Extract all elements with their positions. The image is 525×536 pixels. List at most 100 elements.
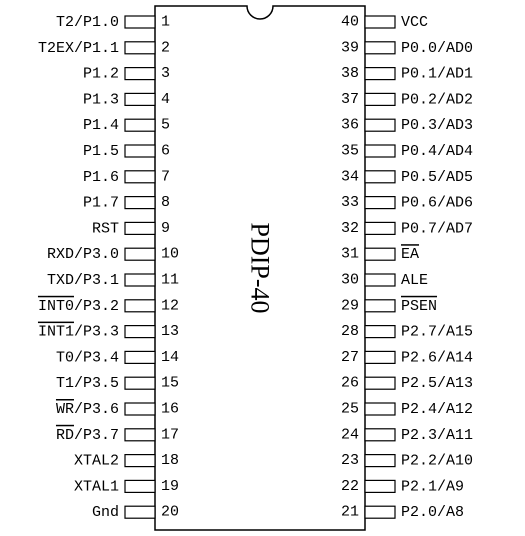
pin-37-number: 37	[341, 91, 359, 108]
pin-33-stub	[365, 197, 395, 209]
pin-31-number: 31	[341, 246, 359, 263]
pin-21-stub	[365, 506, 395, 518]
pin-28-number: 28	[341, 323, 359, 340]
pin-2-number: 2	[161, 39, 170, 56]
pin-2-stub	[125, 42, 155, 54]
pin-8-label: P1.7	[83, 194, 119, 211]
pin-22-label: P2.1/A9	[401, 478, 464, 495]
pin-39-number: 39	[341, 39, 359, 56]
pin-20-number: 20	[161, 504, 179, 521]
pin-32-number: 32	[341, 220, 359, 237]
pin-14-number: 14	[161, 349, 179, 366]
pin-8-number: 8	[161, 194, 170, 211]
pin-16-number: 16	[161, 401, 179, 418]
pin-17-number: 17	[161, 426, 179, 443]
pin-33-number: 33	[341, 194, 359, 211]
pin-12-stub	[125, 300, 155, 312]
pin-10-label: RXD/P3.0	[47, 246, 119, 263]
pin-19-number: 19	[161, 478, 179, 495]
pin-25-number: 25	[341, 401, 359, 418]
pin-38-number: 38	[341, 65, 359, 82]
pin-7-number: 7	[161, 168, 170, 185]
pin-11-stub	[125, 274, 155, 286]
pin-5-label: P1.4	[83, 117, 119, 134]
pin-17-stub	[125, 429, 155, 441]
pin-6-label: P1.5	[83, 143, 119, 160]
pin-6-stub	[125, 145, 155, 157]
pin-25-stub	[365, 403, 395, 415]
pin-15-label: T1/P3.5	[56, 375, 119, 392]
pin-9-stub	[125, 222, 155, 234]
pin-11-label: TXD/P3.1	[47, 272, 119, 289]
pin-29-number: 29	[341, 297, 359, 314]
pin-3-label: P1.2	[83, 65, 119, 82]
pin-27-stub	[365, 351, 395, 363]
pin-32-label: P0.7/AD7	[401, 220, 473, 237]
pin-23-stub	[365, 455, 395, 467]
pin-14-label: T0/P3.4	[56, 349, 119, 366]
pin-22-number: 22	[341, 478, 359, 495]
pin-1-stub	[125, 16, 155, 28]
pin-2-label: T2EX/P1.1	[38, 39, 119, 56]
pin-36-number: 36	[341, 117, 359, 134]
pin-16-stub	[125, 403, 155, 415]
pin-7-stub	[125, 171, 155, 183]
pin-18-number: 18	[161, 452, 179, 469]
pin-9-label: RST	[92, 220, 119, 237]
pin-26-stub	[365, 377, 395, 389]
pin-40-label: VCC	[401, 14, 428, 31]
pin-14-stub	[125, 351, 155, 363]
pin-18-stub	[125, 455, 155, 467]
pin-10-number: 10	[161, 246, 179, 263]
pin-13-label: INT1/P3.3	[38, 323, 119, 340]
pin-29-label: PSEN	[401, 297, 437, 314]
pin-1-number: 1	[161, 14, 170, 31]
pin-8-stub	[125, 197, 155, 209]
pin-24-number: 24	[341, 426, 359, 443]
pin-34-label: P0.5/AD5	[401, 168, 473, 185]
pin-17-label: RD/P3.7	[56, 426, 119, 443]
pin-36-label: P0.3/AD3	[401, 117, 473, 134]
pin-1-label: T2/P1.0	[56, 14, 119, 31]
pin-24-label: P2.3/A11	[401, 426, 473, 443]
pin-30-stub	[365, 274, 395, 286]
pin-39-label: P0.0/AD0	[401, 39, 473, 56]
pin-35-stub	[365, 145, 395, 157]
pin-37-label: P0.2/AD2	[401, 91, 473, 108]
pin-21-number: 21	[341, 504, 359, 521]
pin-12-number: 12	[161, 297, 179, 314]
pin-3-number: 3	[161, 65, 170, 82]
pin-4-number: 4	[161, 91, 170, 108]
pin-13-stub	[125, 326, 155, 338]
pin-4-stub	[125, 93, 155, 105]
chip-package-label: PDIP-40	[246, 222, 275, 313]
pin-27-number: 27	[341, 349, 359, 366]
pin-28-label: P2.7/A15	[401, 323, 473, 340]
pin-3-stub	[125, 68, 155, 80]
pin-5-number: 5	[161, 117, 170, 134]
pin-20-stub	[125, 506, 155, 518]
pdip40-pinout-diagram: PDIP-401T2/P1.02T2EX/P1.13P1.24P1.35P1.4…	[0, 0, 525, 536]
pin-12-label: INT0/P3.2	[38, 297, 119, 314]
pin-40-stub	[365, 16, 395, 28]
pin-31-label: EA	[401, 246, 419, 263]
pin-21-label: P2.0/A8	[401, 504, 464, 521]
pin-38-stub	[365, 68, 395, 80]
pin-23-number: 23	[341, 452, 359, 469]
pin-34-number: 34	[341, 168, 359, 185]
pin-23-label: P2.2/A10	[401, 452, 473, 469]
pin-7-label: P1.6	[83, 168, 119, 185]
pin-19-label: XTAL1	[74, 478, 119, 495]
pin-30-label: ALE	[401, 272, 428, 289]
pin-20-label: Gnd	[92, 504, 119, 521]
pin-13-number: 13	[161, 323, 179, 340]
pin-26-number: 26	[341, 375, 359, 392]
pin-37-stub	[365, 93, 395, 105]
pin-28-stub	[365, 326, 395, 338]
pin-9-number: 9	[161, 220, 170, 237]
pin-35-label: P0.4/AD4	[401, 143, 473, 160]
pin-5-stub	[125, 119, 155, 131]
pin-19-stub	[125, 480, 155, 492]
pin-33-label: P0.6/AD6	[401, 194, 473, 211]
pin-16-label: WR/P3.6	[56, 401, 119, 418]
